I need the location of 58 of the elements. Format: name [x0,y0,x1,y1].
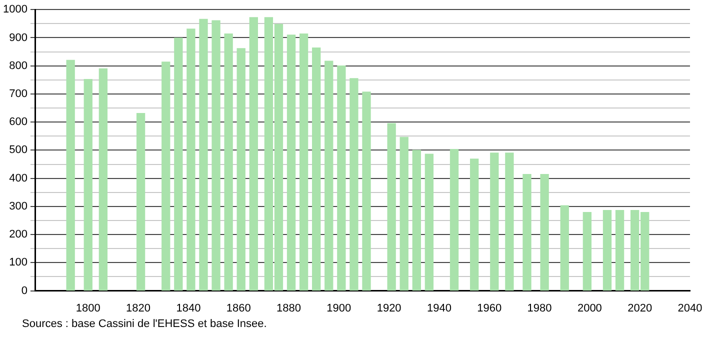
bar [337,66,346,291]
bar [98,68,108,291]
bar [224,33,233,291]
bar [450,149,459,291]
bar [400,136,408,291]
bar [490,152,499,291]
x-tick-label: 1980 [527,302,552,314]
bar [199,18,208,291]
bar [362,92,371,291]
y-tick-label: 700 [9,88,28,100]
y-tick-label: 200 [9,228,28,241]
bar [424,154,434,291]
bar [505,152,514,291]
bar [66,60,75,291]
bar [582,212,592,291]
y-tick-label: 100 [9,256,28,269]
x-tick-label: 1940 [426,302,452,314]
x-tick-label: 1820 [126,302,151,314]
y-tick-label: 400 [9,172,28,184]
y-tick-label: 900 [9,32,28,44]
x-tick-label: 2020 [628,302,652,314]
y-tick-label: 500 [9,144,28,156]
x-tick-label: 1860 [226,302,251,314]
y-tick-label: 600 [9,116,28,128]
bar [540,174,549,291]
bar [387,123,396,291]
x-tick-label: 1880 [276,302,301,314]
bar [602,210,612,291]
bar [136,113,146,291]
bar [299,33,308,291]
y-tick-label: 0 [21,284,28,297]
bar [615,210,624,291]
bar [186,28,196,291]
bar [236,48,246,291]
bar [174,38,183,291]
y-tick-label: 1000 [2,4,28,16]
x-tick-label: 1960 [477,302,502,314]
x-tick-label: 1800 [76,302,100,314]
source-note: Sources : base Cassini de l'EHESS et base Insee. [22,318,267,330]
bar [212,20,220,291]
x-tick-label: 1840 [176,302,201,314]
bar [560,205,569,291]
bar [470,158,479,291]
bar [286,34,296,291]
bar [350,78,358,291]
y-tick-label: 800 [9,60,28,72]
bar [162,62,170,291]
bar [522,174,532,291]
y-tick-label: 300 [9,200,28,212]
bar [249,17,258,291]
x-tick-label: 1920 [376,302,402,314]
bar [312,48,321,291]
x-tick-label: 2000 [577,302,602,314]
bar [324,60,334,291]
bar [412,150,421,291]
x-tick-label: 2040 [678,302,702,314]
x-tick-label: 1900 [326,302,352,314]
bar [84,79,92,291]
